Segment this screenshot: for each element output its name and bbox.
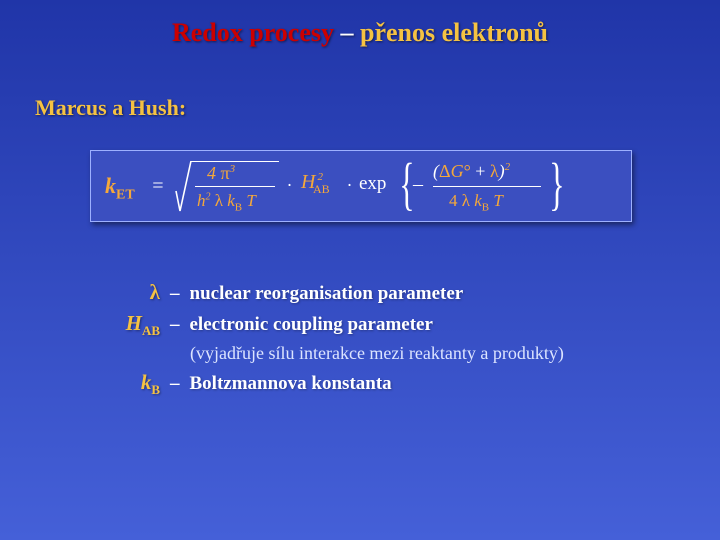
formula-equals: = — [151, 175, 165, 198]
formula-HAB: H2AB — [301, 171, 338, 197]
formula-box: kET = 4 π3 h2 λ kB T · H2AB · exp { – (Δ… — [90, 150, 632, 222]
legend-row-kb: kB – Boltzmannova konstanta — [100, 370, 564, 398]
legend-sym-kb: kB — [100, 370, 160, 398]
formula-exp: exp — [359, 173, 386, 195]
legend-sym-lambda: λ — [100, 280, 160, 305]
frac1-numerator: 4 π3 — [207, 163, 235, 184]
sqrt-icon — [175, 161, 193, 217]
frac2-denominator: 4 λ kB T — [449, 191, 503, 213]
dot1: · — [287, 175, 292, 196]
legend-text-kb: Boltzmannova konstanta — [190, 373, 392, 395]
legend-dash: – — [160, 283, 190, 305]
legend-row-hab: HAB – electronic coupling parameter — [100, 311, 564, 339]
legend-text-lambda: nuclear reorganisation parameter — [190, 283, 464, 305]
frac2-bar — [433, 186, 541, 187]
formula-kET: kET — [105, 173, 135, 203]
sqrt-bar — [191, 161, 279, 162]
dot2: · — [347, 175, 352, 196]
legend-dash: – — [160, 314, 190, 336]
title-part1: Redox procesy — [172, 18, 334, 47]
legend-row-lambda: λ – nuclear reorganisation parameter — [100, 280, 564, 305]
frac1-bar — [195, 186, 275, 187]
formula-minus: – — [413, 173, 423, 196]
subtitle: Marcus a Hush: — [35, 95, 186, 121]
legend-sym-hab: HAB — [100, 311, 160, 339]
frac2-numerator: (ΔG° + λ)2 — [433, 161, 510, 182]
legend: λ – nuclear reorganisation parameter HAB… — [100, 280, 564, 404]
legend-note-hab: (vyjadřuje sílu interakce mezi reaktanty… — [100, 343, 564, 364]
title-part2: přenos elektronů — [360, 18, 548, 47]
slide-title: Redox procesy – přenos elektronů — [0, 18, 720, 48]
legend-dash: – — [160, 373, 190, 395]
brace-right-icon: } — [549, 149, 564, 219]
legend-text-hab: electronic coupling parameter — [190, 314, 433, 336]
title-sep: – — [334, 18, 360, 47]
frac1-denominator: h2 λ kB T — [197, 191, 256, 213]
